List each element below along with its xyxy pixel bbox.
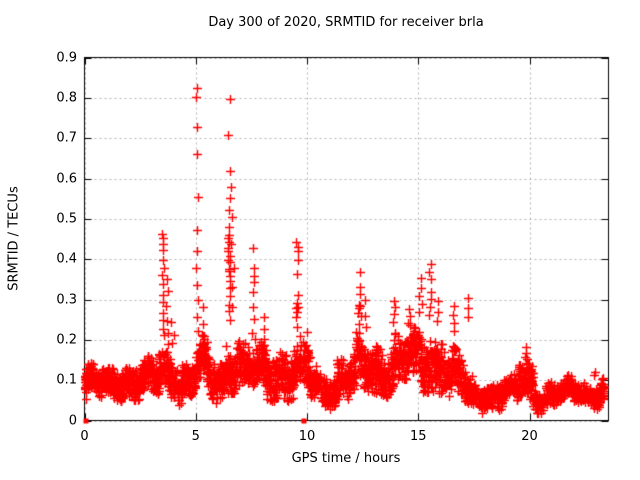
x-axis-label: GPS time / hours bbox=[291, 451, 401, 466]
y-tick-label: 0.9 bbox=[56, 50, 77, 65]
x-tick-label: 5 bbox=[191, 429, 200, 444]
y-axis-label: SRMTID / TECUs bbox=[6, 186, 22, 291]
y-tick-label: 0.8 bbox=[56, 90, 77, 106]
y-tick-label: 0.7 bbox=[56, 130, 77, 146]
x-tick-label: 10 bbox=[298, 429, 316, 444]
y-tick-label: 0.3 bbox=[56, 292, 77, 307]
chart-title: Day 300 of 2020, SRMTID for receiver brl… bbox=[208, 15, 484, 30]
y-tick-label: 0 bbox=[68, 413, 77, 428]
x-tick-label: 20 bbox=[521, 429, 538, 444]
x-tick-label: 15 bbox=[409, 429, 427, 444]
y-tick-label: 0.1 bbox=[56, 372, 77, 388]
y-tick-label: 0.2 bbox=[56, 332, 77, 348]
x-tick-label: 0 bbox=[80, 429, 89, 444]
y-tick-label: 0.5 bbox=[56, 211, 77, 227]
y-tick-label: 0.4 bbox=[56, 251, 77, 267]
y-tick-label: 0.6 bbox=[56, 171, 77, 186]
